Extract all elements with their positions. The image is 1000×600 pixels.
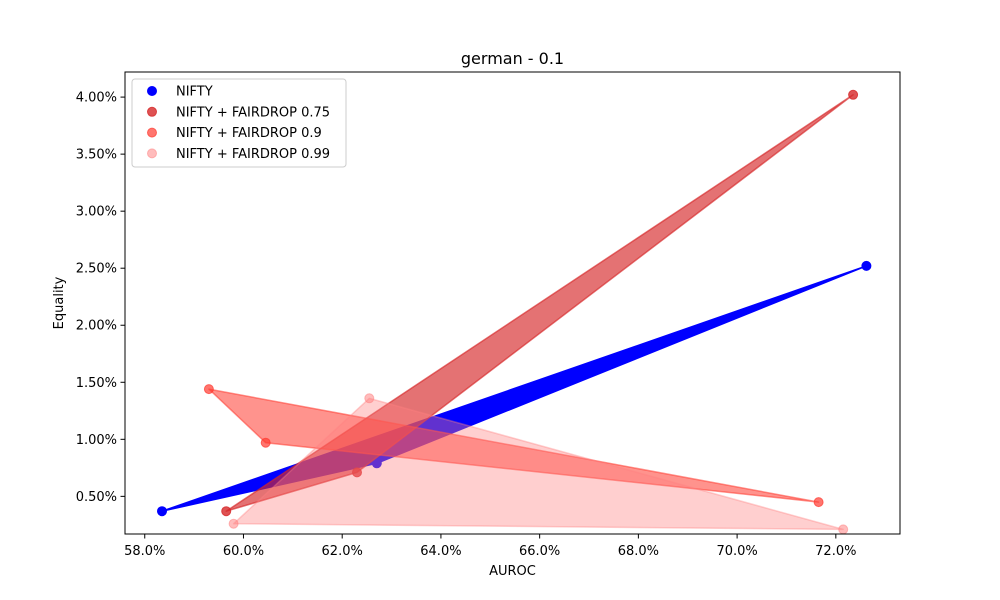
data-point-0-2	[861, 260, 872, 271]
chart-title: german - 0.1	[461, 49, 564, 68]
y-tick-label: 2.00%	[76, 319, 117, 334]
legend-label-3: NIFTY + FAIRDROP 0.99	[176, 147, 330, 162]
legend-label-0: NIFTY	[176, 85, 213, 100]
legend-label-2: NIFTY + FAIRDROP 0.9	[176, 126, 322, 141]
series-2-area	[208, 388, 820, 503]
x-tick-label: 66.0%	[519, 544, 560, 559]
x-tick-label: 68.0%	[618, 544, 659, 559]
data-point-1-1	[352, 467, 362, 478]
series-layer	[157, 89, 872, 535]
legend-marker-3	[147, 148, 157, 159]
plot-frame	[124, 71, 901, 535]
legend-marker-0	[147, 86, 157, 96]
y-axis-ticks: 0.50% 1.00% 1.50% 2.00% 2.50% 3.00% 3.50% 4.00%	[76, 91, 125, 505]
data-point-3-2	[838, 524, 849, 535]
data-point-2-0	[203, 384, 214, 395]
x-tick-label: 62.0%	[322, 544, 363, 559]
x-tick-label: 64.0%	[420, 544, 461, 559]
series-3-area	[232, 397, 844, 531]
y-tick-label: 0.50%	[76, 490, 117, 505]
x-tick-label: 58.0%	[124, 544, 165, 559]
series-3	[228, 393, 849, 535]
y-tick-label: 1.00%	[76, 433, 117, 448]
data-point-2-1	[260, 437, 271, 448]
data-point-0-0	[157, 506, 167, 517]
legend-box	[131, 78, 347, 168]
data-point-2-2	[813, 497, 824, 508]
legend-marker-1	[147, 106, 157, 117]
y-tick-label: 3.00%	[76, 205, 117, 220]
data-point-0-1	[371, 458, 382, 469]
data-point-3-1	[364, 393, 375, 404]
x-tick-label: 70.0%	[716, 544, 757, 559]
series-2	[203, 384, 824, 508]
data-point-3-0	[228, 518, 239, 529]
y-tick-label: 2.50%	[76, 262, 117, 277]
x-tick-label: 60.0%	[223, 544, 264, 559]
legend-marker-2	[147, 127, 157, 138]
y-axis-label: Equality	[52, 276, 67, 329]
x-axis-label: AUROC	[489, 564, 536, 579]
legend-label-1: NIFTY + FAIRDROP 0.75	[176, 105, 330, 120]
y-tick-label: 4.00%	[76, 91, 117, 106]
x-axis-ticks: 58.0% 60.0% 62.0% 64.0% 66.0% 68.0% 70.0% 72.0%	[124, 534, 856, 559]
y-tick-label: 1.50%	[76, 376, 117, 391]
data-point-1-2	[848, 89, 859, 100]
series-1-area	[225, 94, 854, 512]
x-tick-label: 72.0%	[815, 544, 856, 559]
data-point-1-0	[221, 506, 232, 517]
y-tick-label: 3.50%	[76, 148, 117, 163]
series-1	[221, 89, 859, 517]
legend: NIFTY NIFTY + FAIRDROP 0.75 NIFTY + FAIRDR…	[131, 78, 347, 168]
